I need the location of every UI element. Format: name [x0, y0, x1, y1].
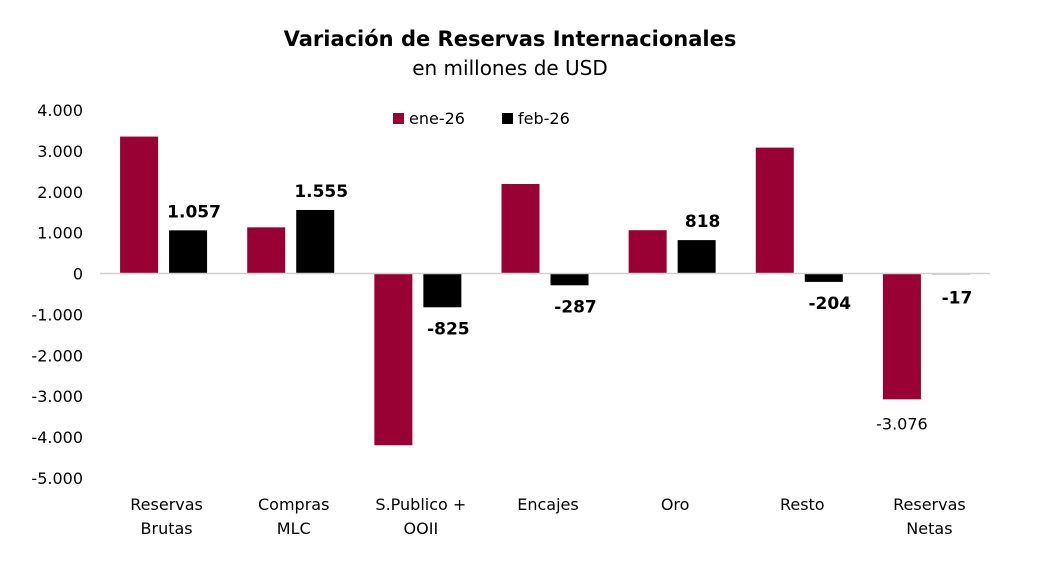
y-tick-label: 1.000	[37, 224, 83, 243]
bar-ene-26-1	[247, 227, 286, 274]
y-tick-label: -5.000	[31, 469, 83, 488]
bar-feb-26-1	[296, 209, 335, 274]
data-label-feb-26-3: -287	[554, 297, 597, 317]
y-tick-label: -4.000	[31, 428, 83, 447]
y-tick-label: -2.000	[31, 346, 83, 365]
y-tick-label: 0	[73, 265, 83, 284]
y-tick-label: 4.000	[37, 101, 83, 120]
category-label-6: Reservas	[893, 495, 966, 514]
bar-ene-26-2	[374, 273, 413, 446]
bar-ene-26-3	[501, 184, 540, 274]
data-label-feb-26-4: 818	[685, 212, 721, 232]
category-label-6: Netas	[906, 519, 952, 538]
bar-feb-26-2	[423, 273, 462, 308]
y-tick-label: 3.000	[37, 142, 83, 161]
bar-ene-26-4	[628, 230, 667, 274]
category-label-1: MLC	[277, 519, 311, 538]
data-labels: 1.057 1.555 -825 -287 818 -204 -3.076 -17	[167, 182, 972, 433]
y-tick-label: -3.000	[31, 387, 83, 406]
legend-label-feb-26: feb-26	[518, 109, 570, 128]
category-label-2: OOII	[404, 519, 439, 538]
bar-feb-26-3	[550, 273, 589, 286]
category-label-3: Encajes	[517, 495, 578, 514]
bar-ene-26-5	[755, 147, 794, 274]
y-tick-label: 2.000	[37, 183, 83, 202]
data-label-feb-26-5: -204	[809, 294, 852, 314]
legend-swatch-feb-26	[502, 113, 513, 124]
x-axis: Reservas Brutas Compras MLC S.Publico + OOII E…	[130, 495, 965, 538]
data-label-feb-26-0: 1.057	[167, 202, 221, 222]
bar-feb-26-0	[169, 230, 208, 274]
data-label-feb-26-2: -825	[427, 319, 470, 339]
bars	[120, 136, 970, 446]
bar-ene-26-6	[882, 273, 921, 400]
category-label-5: Resto	[780, 495, 825, 514]
y-tick-label: -1.000	[31, 305, 83, 324]
category-label-0: Brutas	[141, 519, 193, 538]
chart-title: Variación de Reservas Internacionales	[284, 27, 737, 51]
category-label-2: S.Publico +	[375, 495, 466, 514]
chart-subtitle: en millones de USD	[412, 56, 608, 80]
data-label-feb-26-1: 1.555	[294, 182, 348, 202]
bar-feb-26-4	[677, 240, 716, 274]
bar-feb-26-5	[804, 273, 843, 282]
category-label-1: Compras	[258, 495, 329, 514]
legend-swatch-ene-26	[393, 113, 404, 124]
bar-ene-26-0	[120, 136, 159, 274]
category-label-4: Oro	[661, 495, 690, 514]
legend: ene-26 feb-26	[393, 109, 570, 128]
data-label-ene-26-6: -3.076	[876, 414, 928, 433]
legend-label-ene-26: ene-26	[409, 109, 465, 128]
data-label-feb-26-6: -17	[942, 289, 973, 309]
category-label-0: Reservas	[130, 495, 203, 514]
y-axis: 4.000 3.000 2.000 1.000 0 -1.000 -2.000 -3.000 -…	[31, 101, 83, 488]
